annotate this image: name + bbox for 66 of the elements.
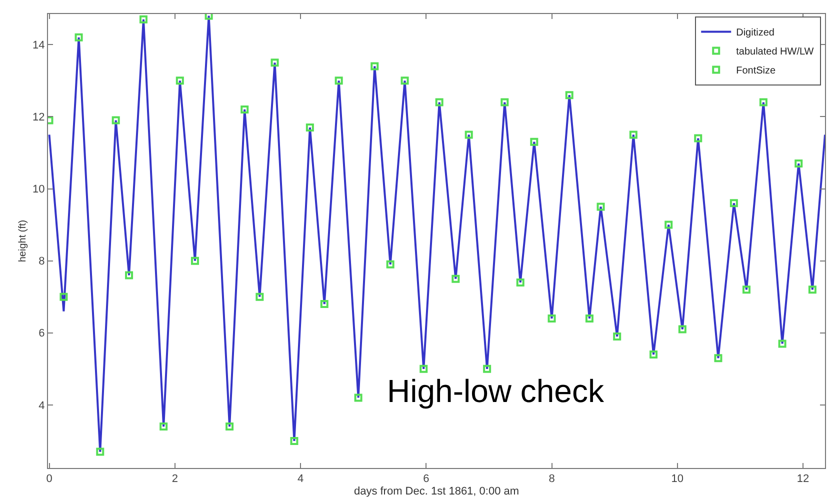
y-tick-label: 10: [32, 184, 45, 196]
point: [334, 76, 343, 85]
point: [125, 271, 134, 280]
point: [435, 98, 444, 106]
point: [270, 58, 279, 67]
point: [483, 364, 492, 373]
point: [500, 98, 509, 106]
point: [596, 202, 605, 211]
point: [530, 138, 538, 146]
point: [664, 220, 673, 229]
point: [256, 292, 264, 301]
y-tick-label: 4: [38, 400, 45, 412]
point: [452, 274, 460, 283]
y-axis-title: height (ft): [18, 220, 29, 262]
point: [778, 340, 786, 348]
point: [354, 394, 362, 402]
point: [629, 130, 638, 139]
y-tick-label: 14: [32, 39, 45, 52]
point: [420, 364, 428, 373]
point: [240, 105, 249, 114]
point: [694, 134, 702, 142]
point: [320, 300, 328, 308]
annotation: High-low check: [387, 373, 605, 409]
point: [678, 325, 686, 334]
point: [60, 292, 68, 301]
x-tick-label: 8: [548, 473, 555, 486]
y-tick-label: 6: [38, 328, 45, 340]
point: [290, 436, 298, 445]
point: [714, 354, 722, 362]
point: [650, 350, 658, 358]
legend-label: Digitized: [736, 28, 774, 39]
point: [548, 314, 556, 322]
legend-label: FontSize: [736, 66, 776, 77]
point: [400, 76, 409, 85]
point: [516, 278, 524, 286]
y-tick-label: 12: [32, 112, 45, 124]
point: [190, 256, 199, 265]
x-tick-label: 2: [172, 473, 178, 486]
point: [585, 314, 594, 322]
point: [464, 130, 473, 139]
x-axis-title: days from Dec. 1st 1861, 0:00 am: [354, 485, 520, 498]
point: [565, 91, 574, 100]
point: [176, 76, 184, 85]
x-tick-label: 0: [46, 473, 52, 486]
x-tick-label: 12: [796, 473, 810, 486]
point: [730, 199, 738, 208]
x-tick-label: 4: [297, 473, 304, 486]
point: [742, 286, 750, 294]
x-tick-label: 10: [671, 473, 684, 486]
point: [160, 422, 168, 431]
point: [204, 14, 213, 20]
point: [794, 160, 803, 168]
point: [386, 260, 394, 268]
point: [370, 62, 379, 70]
x-tick-label: 6: [423, 473, 430, 486]
point: [112, 116, 120, 124]
point: [808, 286, 816, 294]
point: [759, 98, 768, 106]
legend-label: tabulated HW/LW: [736, 46, 814, 58]
point: [139, 15, 148, 24]
y-tick-label: 8: [38, 256, 45, 268]
point: [306, 124, 314, 132]
point: [96, 448, 104, 456]
point: [74, 33, 83, 42]
point: [613, 332, 622, 340]
point: [226, 422, 234, 431]
